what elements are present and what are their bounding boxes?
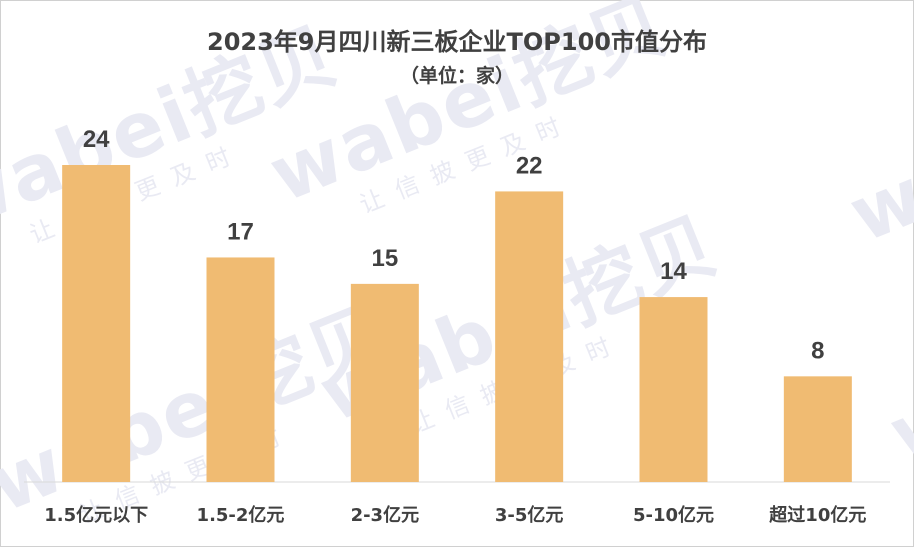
data-label: 24 bbox=[83, 126, 110, 153]
bar bbox=[62, 165, 131, 482]
x-tick-label: 3-5亿元 bbox=[495, 504, 564, 526]
bar bbox=[206, 257, 275, 482]
bar bbox=[495, 191, 564, 482]
x-tick-label: 超过10亿元 bbox=[769, 504, 866, 526]
chart-title: 2023年9月四川新三板企业TOP100市值分布 bbox=[207, 28, 707, 56]
data-label: 17 bbox=[227, 218, 254, 245]
x-tick-label: 1.5亿元以下 bbox=[44, 504, 148, 526]
x-tick-label: 1.5-2亿元 bbox=[197, 504, 285, 526]
x-tick-label: 2-3亿元 bbox=[351, 504, 420, 526]
chart-subtitle: （单位：家） bbox=[399, 65, 514, 87]
bar bbox=[639, 297, 708, 482]
bar bbox=[350, 283, 419, 482]
data-label: 8 bbox=[811, 337, 824, 364]
chart-title-block: 2023年9月四川新三板企业TOP100市值分布 （单位：家） bbox=[0, 22, 914, 88]
x-tick-label: 5-10亿元 bbox=[633, 504, 714, 526]
data-label: 15 bbox=[371, 245, 398, 272]
bar bbox=[783, 376, 852, 482]
bars-group: 24 1.5亿元以下 17 1.5-2亿元 15 2-3亿元 22 3-5亿元 14 5-10亿元… bbox=[44, 126, 866, 526]
data-label: 14 bbox=[660, 258, 687, 285]
data-label: 22 bbox=[516, 152, 543, 179]
